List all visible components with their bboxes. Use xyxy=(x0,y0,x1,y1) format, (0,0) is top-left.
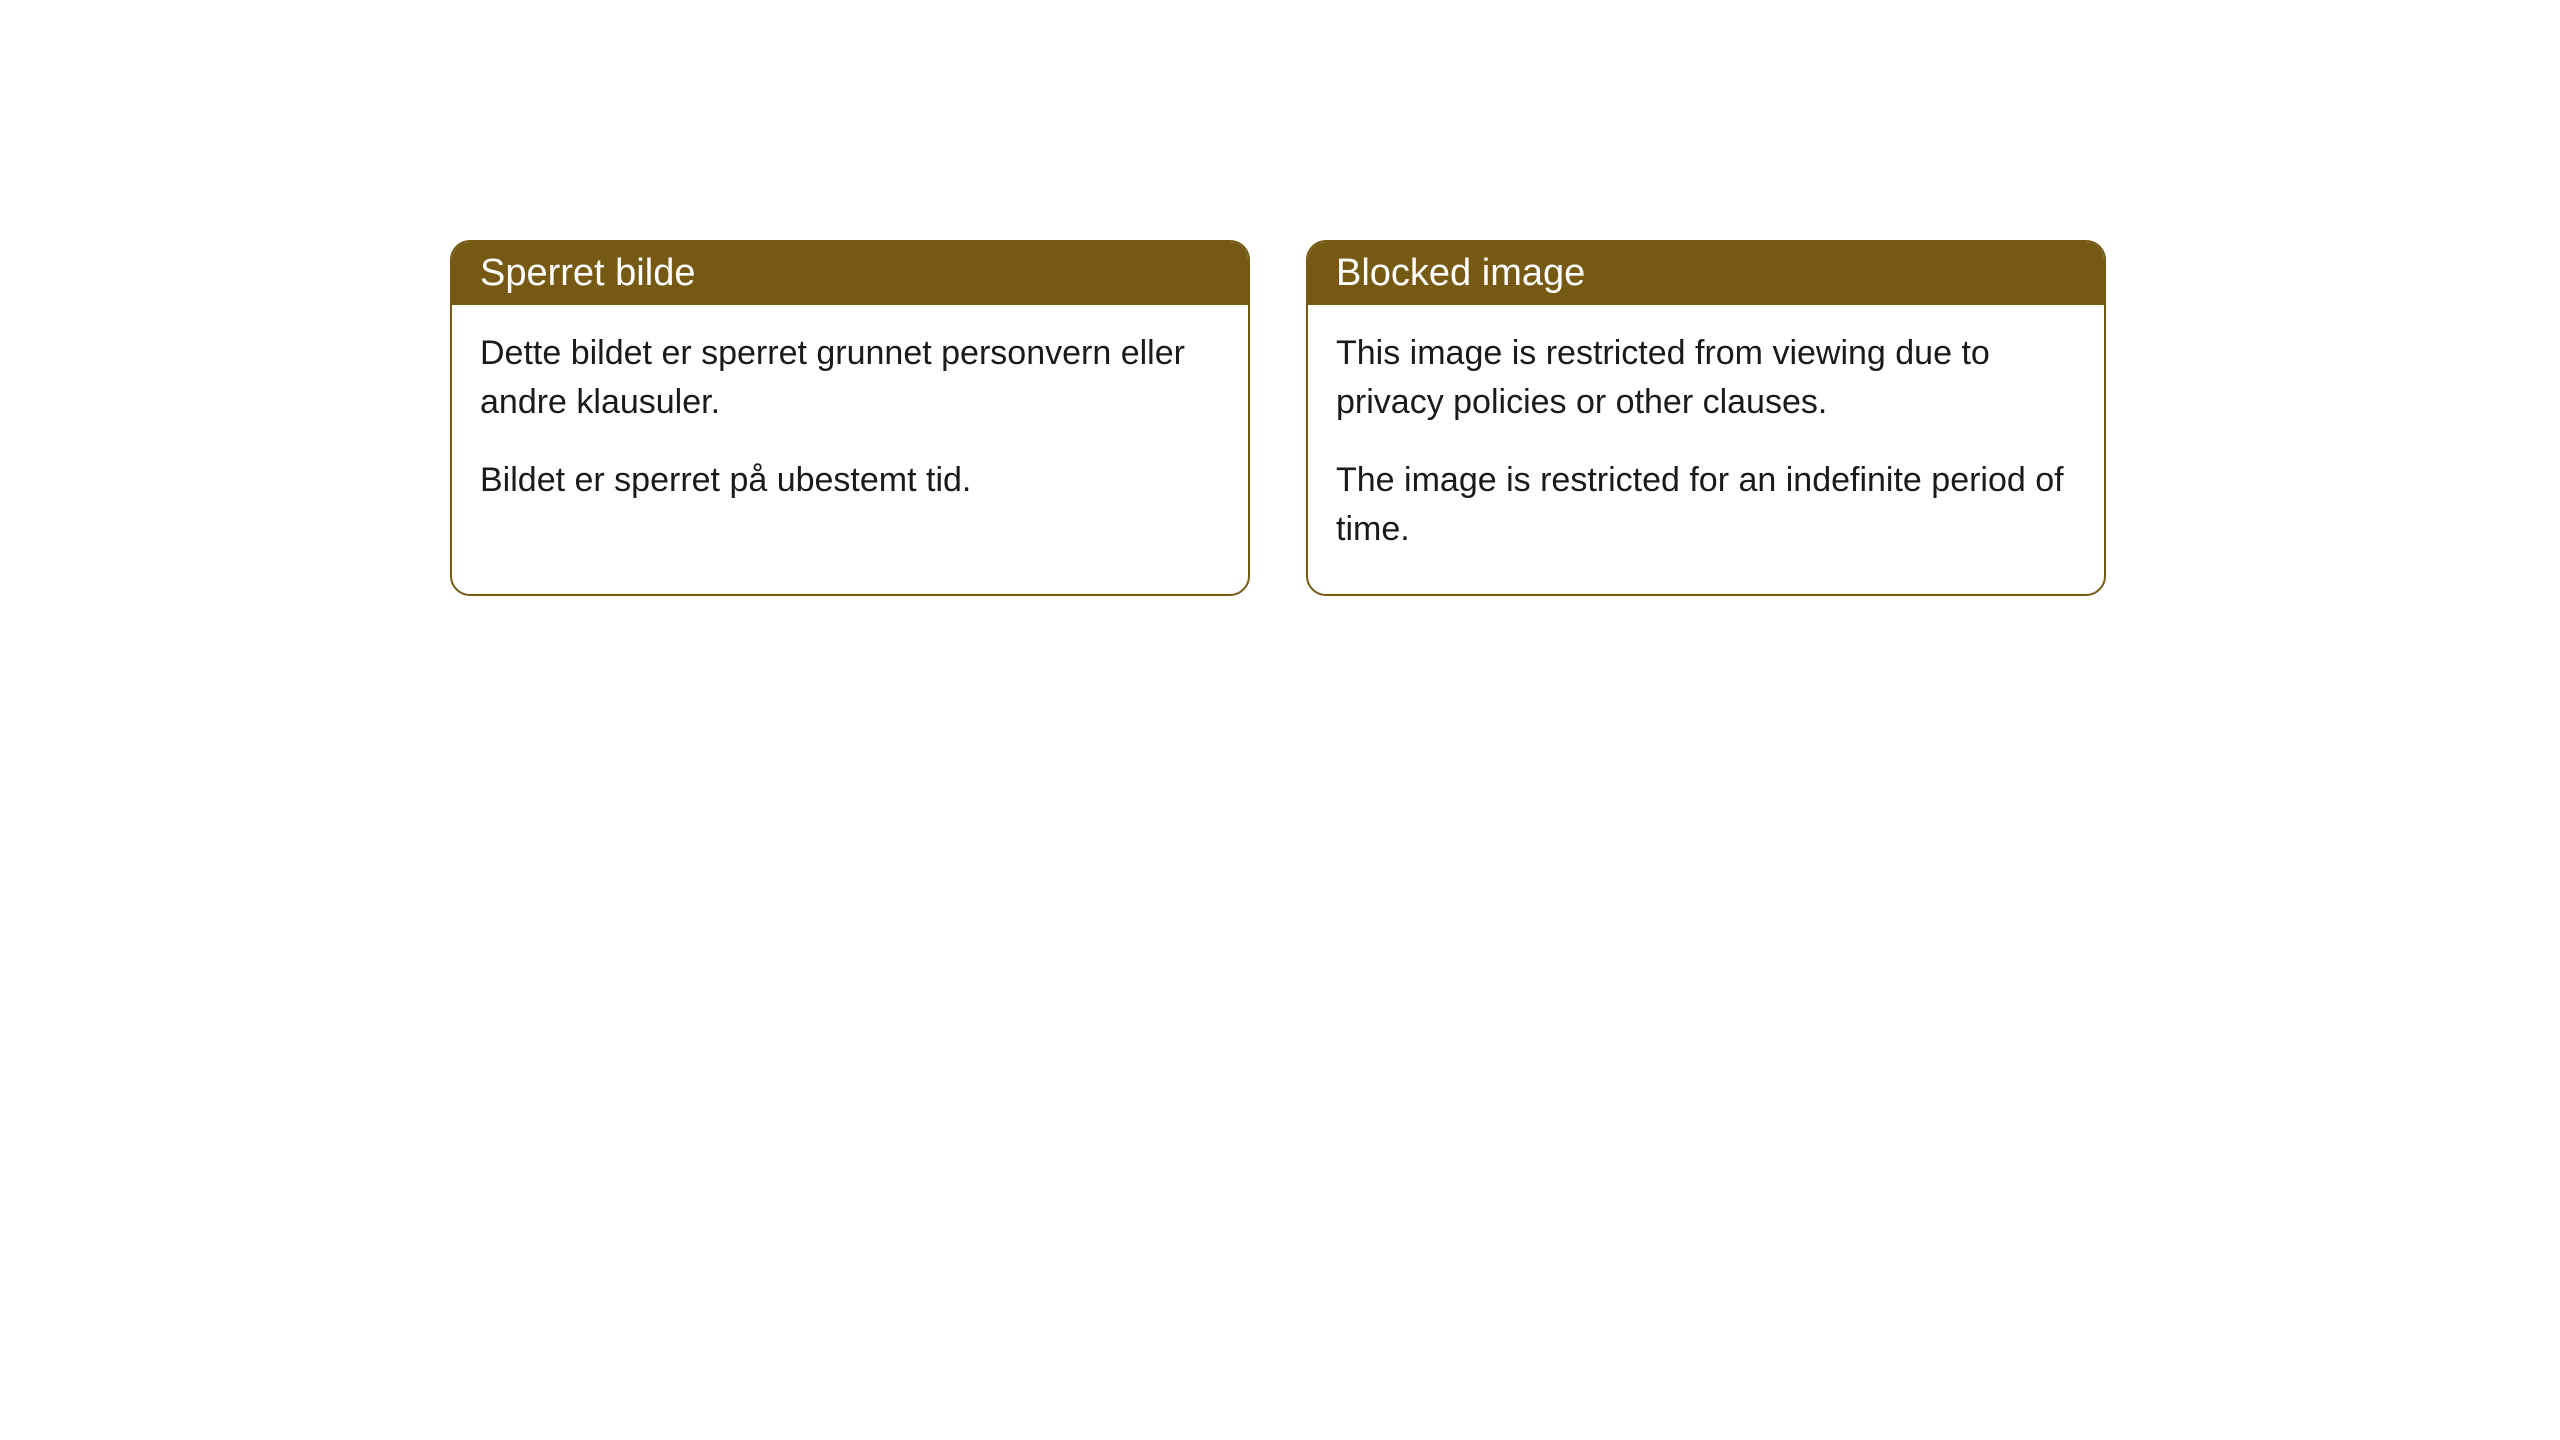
card-header: Blocked image xyxy=(1308,242,2104,305)
card-english: Blocked image This image is restricted f… xyxy=(1306,240,2106,596)
cards-container: Sperret bilde Dette bildet er sperret gr… xyxy=(450,240,2560,596)
card-paragraph-1: This image is restricted from viewing du… xyxy=(1336,329,2076,428)
card-header: Sperret bilde xyxy=(452,242,1248,305)
card-paragraph-2: The image is restricted for an indefinit… xyxy=(1336,456,2076,555)
card-body: Dette bildet er sperret grunnet personve… xyxy=(452,305,1248,545)
card-title: Sperret bilde xyxy=(480,252,695,294)
card-title: Blocked image xyxy=(1336,252,1585,294)
card-paragraph-2: Bildet er sperret på ubestemt tid. xyxy=(480,456,1220,505)
card-norwegian: Sperret bilde Dette bildet er sperret gr… xyxy=(450,240,1250,596)
card-paragraph-1: Dette bildet er sperret grunnet personve… xyxy=(480,329,1220,428)
card-body: This image is restricted from viewing du… xyxy=(1308,305,2104,594)
